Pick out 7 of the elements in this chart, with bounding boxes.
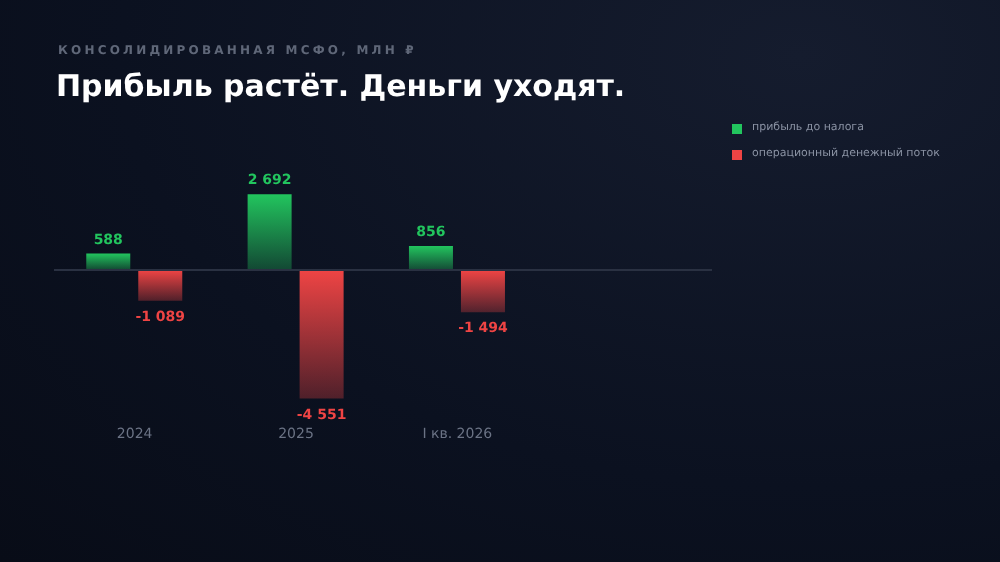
bar	[138, 270, 183, 301]
bar	[247, 194, 292, 271]
bar	[460, 270, 505, 313]
bar	[86, 253, 131, 271]
bar	[299, 270, 344, 399]
bar	[408, 245, 453, 271]
chart-title: Прибыль растёт. Деньги уходят.	[56, 68, 626, 104]
